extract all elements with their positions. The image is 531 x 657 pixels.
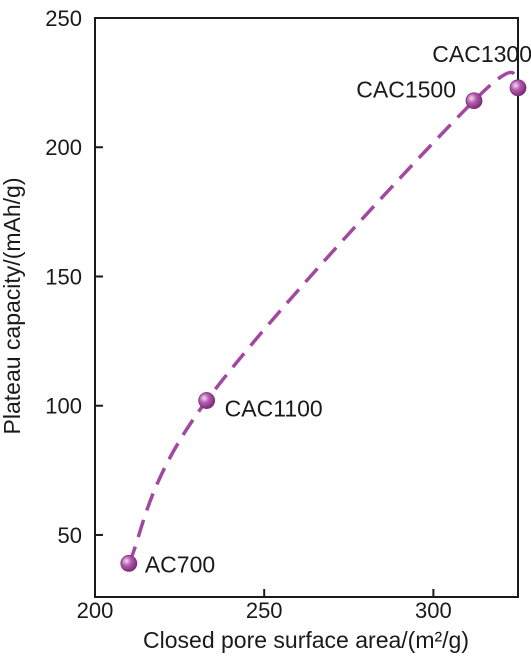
x-tick-label: 300 (415, 598, 452, 623)
data-point (465, 92, 483, 110)
point-label: CAC1300 (432, 41, 531, 67)
x-axis-title: Closed pore surface area/(m²/g) (143, 627, 469, 653)
y-tick-label: 50 (58, 523, 82, 548)
labels-group: AC700 CAC1100 CAC1500 CAC1300 (145, 41, 531, 578)
y-axis-title: Plateau capacity/(mAh/g) (0, 178, 25, 435)
y-tick-label: 200 (45, 135, 82, 160)
y-tick-label: 100 (45, 394, 82, 419)
point-label: CAC1500 (356, 77, 456, 103)
series-line (127, 70, 519, 565)
x-tick-label: 250 (246, 598, 283, 623)
data-point (509, 79, 527, 97)
point-label: AC700 (145, 551, 215, 577)
y-tick-label: 250 (45, 6, 82, 31)
series-group (120, 70, 527, 572)
data-point (120, 554, 138, 572)
axes: 200 250 300 50 100 150 200 250 Closed pore surfa… (0, 6, 519, 653)
y-tick-label: 150 (45, 264, 82, 289)
point-label: CAC1100 (225, 396, 323, 422)
x-tick-label: 200 (77, 598, 114, 623)
plot-frame (94, 17, 519, 598)
data-point (198, 392, 216, 409)
